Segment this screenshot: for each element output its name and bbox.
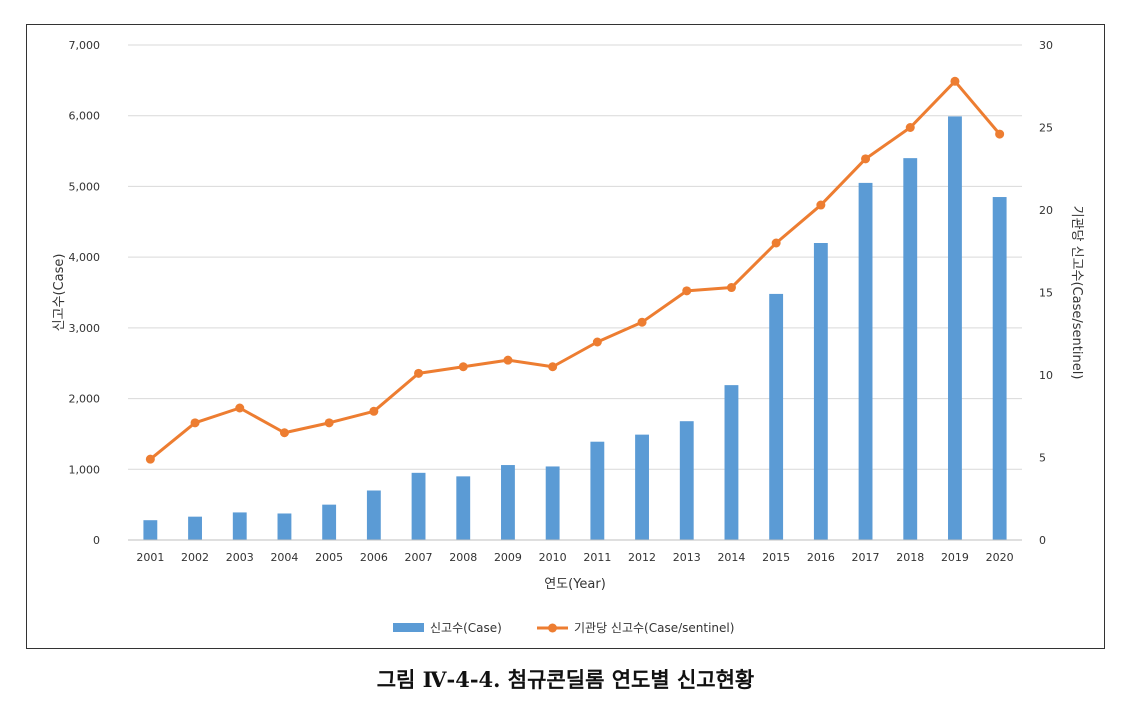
bar-series [143, 116, 1007, 541]
bar [679, 421, 694, 540]
x-tick-label: 2009 [494, 551, 522, 564]
y-tick-label: 6,000 [69, 110, 101, 123]
line-point [190, 418, 200, 428]
y-tick-label: 1,000 [69, 463, 101, 476]
legend-bar-swatch [393, 623, 424, 632]
bar [903, 158, 918, 540]
chart: 0 1,000 2,000 3,000 4,000 5,000 6,000 7,000 0 5 1… [52, 39, 1084, 635]
y-right-tick-label: 0 [1039, 534, 1046, 547]
bar [769, 293, 784, 540]
x-tick-label: 2020 [986, 551, 1014, 564]
legend: 신고수(Case) 기관당 신고수(Case/sentinel) [393, 621, 734, 635]
bar [277, 513, 292, 540]
legend-line-marker [548, 623, 557, 633]
y-tick-label: 0 [93, 534, 100, 547]
bar [143, 520, 158, 540]
y-right-tick-label: 20 [1039, 204, 1053, 217]
bar [366, 490, 381, 540]
bar [501, 465, 515, 540]
y-tick-label: 3,000 [69, 322, 101, 335]
x-tick-label: 2010 [539, 551, 567, 564]
x-axis-ticks: 2001 2002 2003 2004 2005 2006 2007 2008 2009 2010… [136, 551, 1013, 564]
y-right-tick-label: 15 [1039, 287, 1053, 300]
line-point [145, 454, 155, 464]
line-point [637, 317, 647, 327]
bar [948, 116, 962, 541]
line-point [503, 355, 513, 365]
line-point [279, 428, 289, 438]
bar [456, 476, 471, 540]
y-tick-label: 4,000 [69, 251, 101, 264]
x-tick-label: 2001 [136, 551, 164, 564]
line-point [771, 238, 781, 248]
line-point [950, 76, 960, 86]
line-series [145, 76, 1005, 464]
line-point [548, 362, 558, 372]
y-right-tick-label: 10 [1039, 369, 1053, 382]
bar [724, 385, 739, 540]
figure-caption: 그림 Ⅳ-4-4. 첨규콘딜롬 연도별 신고현황 [376, 667, 755, 692]
x-tick-label: 2002 [181, 551, 209, 564]
line-point [816, 200, 826, 210]
line-point [235, 403, 245, 413]
bar [635, 434, 649, 540]
bar [545, 466, 560, 540]
x-tick-label: 2008 [449, 551, 477, 564]
x-tick-label: 2019 [941, 551, 969, 564]
legend-bar-label: 신고수(Case) [430, 621, 502, 635]
line-point [592, 337, 602, 347]
x-tick-label: 2012 [628, 551, 656, 564]
line-point [905, 123, 915, 132]
x-tick-label: 2011 [583, 551, 611, 564]
x-tick-label: 2017 [852, 551, 880, 564]
bar [590, 441, 605, 540]
bar [813, 243, 828, 540]
line-point [324, 418, 334, 428]
line-point [861, 154, 871, 164]
line-point [682, 286, 692, 296]
x-tick-label: 2014 [717, 551, 745, 564]
x-tick-label: 2007 [405, 551, 433, 564]
y-tick-label: 5,000 [69, 180, 101, 193]
x-tick-label: 2005 [315, 551, 343, 564]
line-point [726, 283, 736, 293]
y-axis-right-title: 기관당 신고수(Case/sentinel) [1069, 206, 1084, 380]
x-tick-label: 2004 [270, 551, 298, 564]
bar [992, 197, 1007, 541]
x-axis-title: 연도(Year) [544, 577, 606, 592]
y-axis-left-title: 신고수(Case) [52, 254, 67, 332]
x-tick-label: 2013 [673, 551, 701, 564]
series-line [149, 79, 1001, 461]
bar [322, 504, 337, 540]
x-tick-label: 2003 [226, 551, 254, 564]
line-point [414, 368, 424, 378]
chart-frame: 0 1,000 2,000 3,000 4,000 5,000 6,000 7,000 0 5 1… [26, 24, 1105, 649]
y-tick-label: 2,000 [69, 393, 101, 406]
bar [858, 182, 873, 540]
y-tick-label: 7,000 [69, 39, 101, 52]
x-tick-label: 2015 [762, 551, 790, 564]
line-point [995, 129, 1005, 139]
x-tick-label: 2016 [807, 551, 835, 564]
legend-line-label: 기관당 신고수(Case/sentinel) [574, 621, 734, 635]
y-right-tick-label: 5 [1039, 452, 1046, 465]
bar [232, 512, 247, 540]
y-axis-left-ticks: 0 1,000 2,000 3,000 4,000 5,000 6,000 7,000 [69, 39, 101, 547]
x-tick-label: 2006 [360, 551, 388, 564]
line-point [458, 362, 468, 372]
bar [411, 472, 426, 540]
line-point [369, 406, 379, 416]
gridlines [128, 44, 1022, 470]
bar [188, 516, 202, 540]
y-right-tick-label: 25 [1039, 122, 1053, 135]
y-axis-right-ticks: 0 5 10 15 20 25 30 [1039, 39, 1053, 547]
x-tick-label: 2018 [896, 551, 924, 564]
y-right-tick-label: 30 [1039, 39, 1053, 52]
